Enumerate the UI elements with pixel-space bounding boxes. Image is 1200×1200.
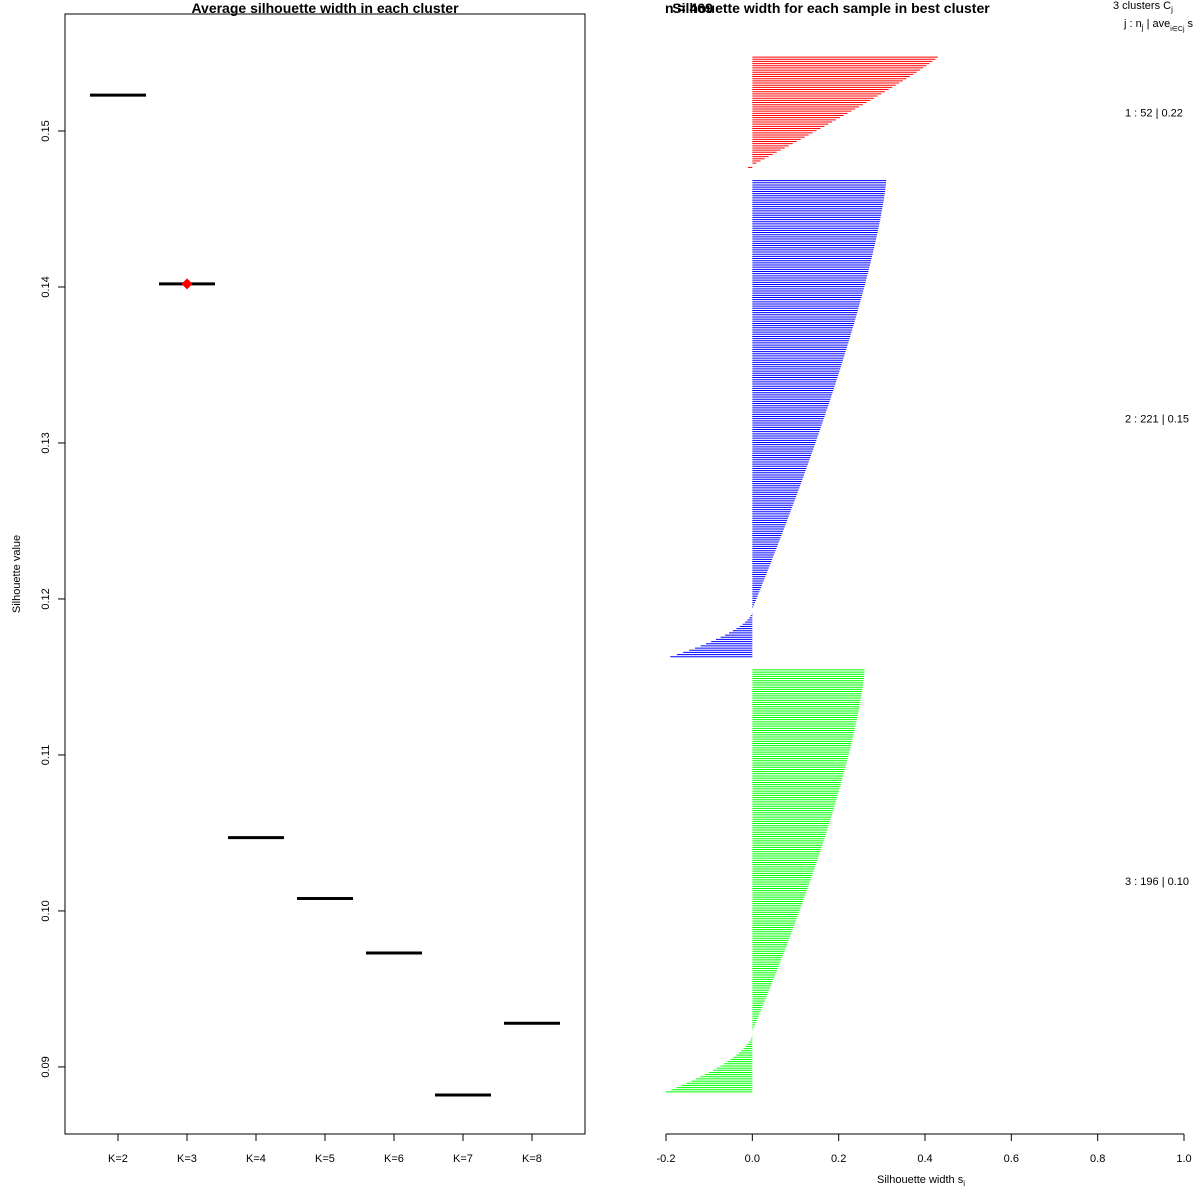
cluster-3-label: 3 : 196 | 0.10 [1125, 876, 1189, 888]
left-y-tick-label: 0.12 [40, 588, 52, 609]
left-x-tick-label: K=4 [246, 1153, 266, 1165]
cluster-2-bars [670, 180, 887, 658]
right-x-tick-label: 0.0 [745, 1153, 760, 1165]
cluster-header-line1: 3 clusters Cj [1113, 0, 1173, 14]
left-y-tick-label: 0.09 [40, 1056, 52, 1077]
left-x-tick-label: K=7 [453, 1153, 473, 1165]
left-plot-frame [64, 13, 586, 1135]
avg-silhouette-panel: Average silhouette width in each cluster… [11, 0, 586, 1165]
right-x-tick-label: 0.8 [1090, 1153, 1105, 1165]
left-x-tick-label: K=8 [522, 1153, 542, 1165]
cluster-2-label: 2 : 221 | 0.15 [1125, 414, 1189, 426]
right-silhouette-bars [666, 56, 938, 1093]
left-y-tick-label: 0.10 [40, 900, 52, 921]
left-x-tick-label: K=3 [177, 1153, 197, 1165]
left-y-axis: 0.09 0.10 0.11 0.12 0.13 0.14 0.15 [40, 120, 66, 1078]
cluster-1-bars [748, 56, 938, 168]
left-y-tick-label: 0.15 [40, 120, 52, 141]
right-overlap-text: n = 469 [665, 0, 713, 16]
right-x-tick-label: 1.0 [1176, 1153, 1191, 1165]
cluster-3-bars [666, 669, 865, 1093]
left-y-tick-label: 0.11 [40, 745, 52, 766]
right-x-axis: -0.2 0.0 0.2 0.4 0.6 0.8 1.0 [657, 1133, 1192, 1165]
right-x-axis-label: Silhouette width si [877, 1174, 965, 1188]
left-y-tick-label: 0.14 [40, 276, 52, 297]
left-x-axis: K=2 K=3 K=4 K=5 K=6 K=7 K=8 [108, 1133, 542, 1165]
cluster-header-line2: j : nj | avei∈Cj s [1123, 18, 1194, 33]
left-x-tick-label: K=6 [384, 1153, 404, 1165]
right-cluster-labels: 1 : 52 | 0.22 2 : 221 | 0.15 3 : 196 | 0.1… [1125, 107, 1189, 888]
sample-silhouette-panel: n = 469 Silhouette width for each sample… [657, 0, 1194, 1188]
cluster-1-label: 1 : 52 | 0.22 [1125, 107, 1183, 119]
left-y-tick-label: 0.13 [40, 432, 52, 453]
left-marks [90, 93, 560, 1097]
right-x-tick-label: -0.2 [657, 1153, 676, 1165]
left-x-tick-label: K=5 [315, 1153, 335, 1165]
left-y-axis-label: Silhouette value [11, 535, 23, 613]
right-x-tick-label: 0.6 [1004, 1153, 1019, 1165]
right-chart-title: Silhouette width for each sample in best… [672, 0, 990, 16]
right-x-tick-label: 0.2 [831, 1153, 846, 1165]
best-k-marker [181, 278, 193, 290]
left-chart-title: Average silhouette width in each cluster [191, 0, 459, 16]
right-x-tick-label: 0.4 [917, 1153, 932, 1165]
left-x-tick-label: K=2 [108, 1153, 128, 1165]
